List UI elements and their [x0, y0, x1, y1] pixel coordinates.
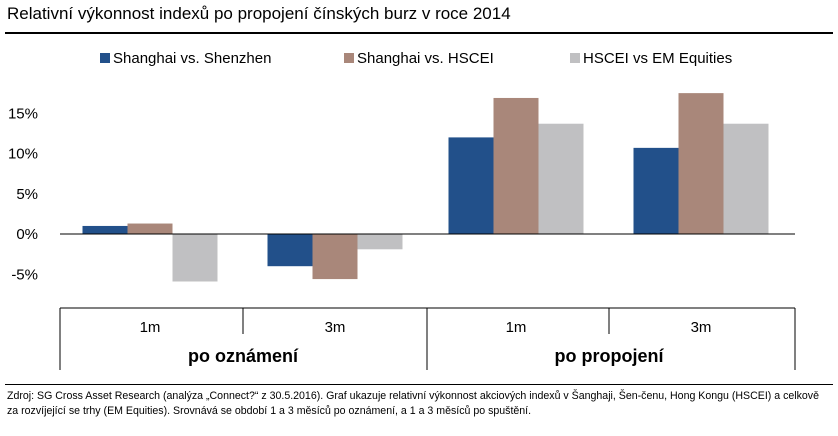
bar [493, 97, 539, 234]
y-tick-label: 0% [16, 226, 38, 243]
bar-chart: Shanghai vs. Shenzhen Shanghai vs. HSCEI H… [8, 50, 796, 370]
bar [172, 234, 218, 282]
bars [60, 93, 795, 282]
bar [538, 123, 584, 234]
y-axis: -5% 0% 5% 10% 15% [8, 105, 38, 283]
legend: Shanghai vs. Shenzhen Shanghai vs. HSCEI H… [100, 50, 732, 67]
source-divider [5, 384, 833, 385]
bar [678, 93, 724, 234]
legend-label: Shanghai vs. HSCEI [357, 50, 494, 67]
title-divider [5, 32, 833, 34]
x-tick-label: 1m [140, 319, 161, 336]
y-tick-label: -5% [11, 266, 38, 283]
bar [633, 147, 679, 234]
bar [357, 234, 403, 250]
x-tick-label: 3m [691, 319, 712, 336]
chart-title: Relativní výkonnost indexů po propojení … [7, 4, 511, 23]
group-label: po propojení [555, 346, 665, 366]
x-axis: 1m 3m 1m 3m po oznámení po propojení [59, 307, 796, 370]
bar [312, 234, 358, 280]
bar [448, 137, 494, 234]
y-tick-label: 10% [8, 146, 38, 163]
y-tick-label: 5% [16, 186, 38, 203]
bar [82, 225, 128, 234]
y-tick-label: 15% [8, 105, 38, 122]
bar [723, 123, 769, 234]
bar [127, 223, 173, 234]
legend-swatch [344, 53, 354, 63]
group-label: po oznámení [188, 346, 299, 366]
legend-label: HSCEI vs EM Equities [583, 50, 732, 67]
x-tick-label: 1m [506, 319, 527, 336]
legend-swatch [570, 53, 580, 63]
source-note: Zdroj: SG Cross Asset Research (analýza … [7, 390, 819, 417]
legend-swatch [100, 53, 110, 63]
x-tick-label: 3m [325, 319, 346, 336]
bar [267, 234, 313, 267]
legend-label: Shanghai vs. Shenzhen [113, 50, 271, 67]
